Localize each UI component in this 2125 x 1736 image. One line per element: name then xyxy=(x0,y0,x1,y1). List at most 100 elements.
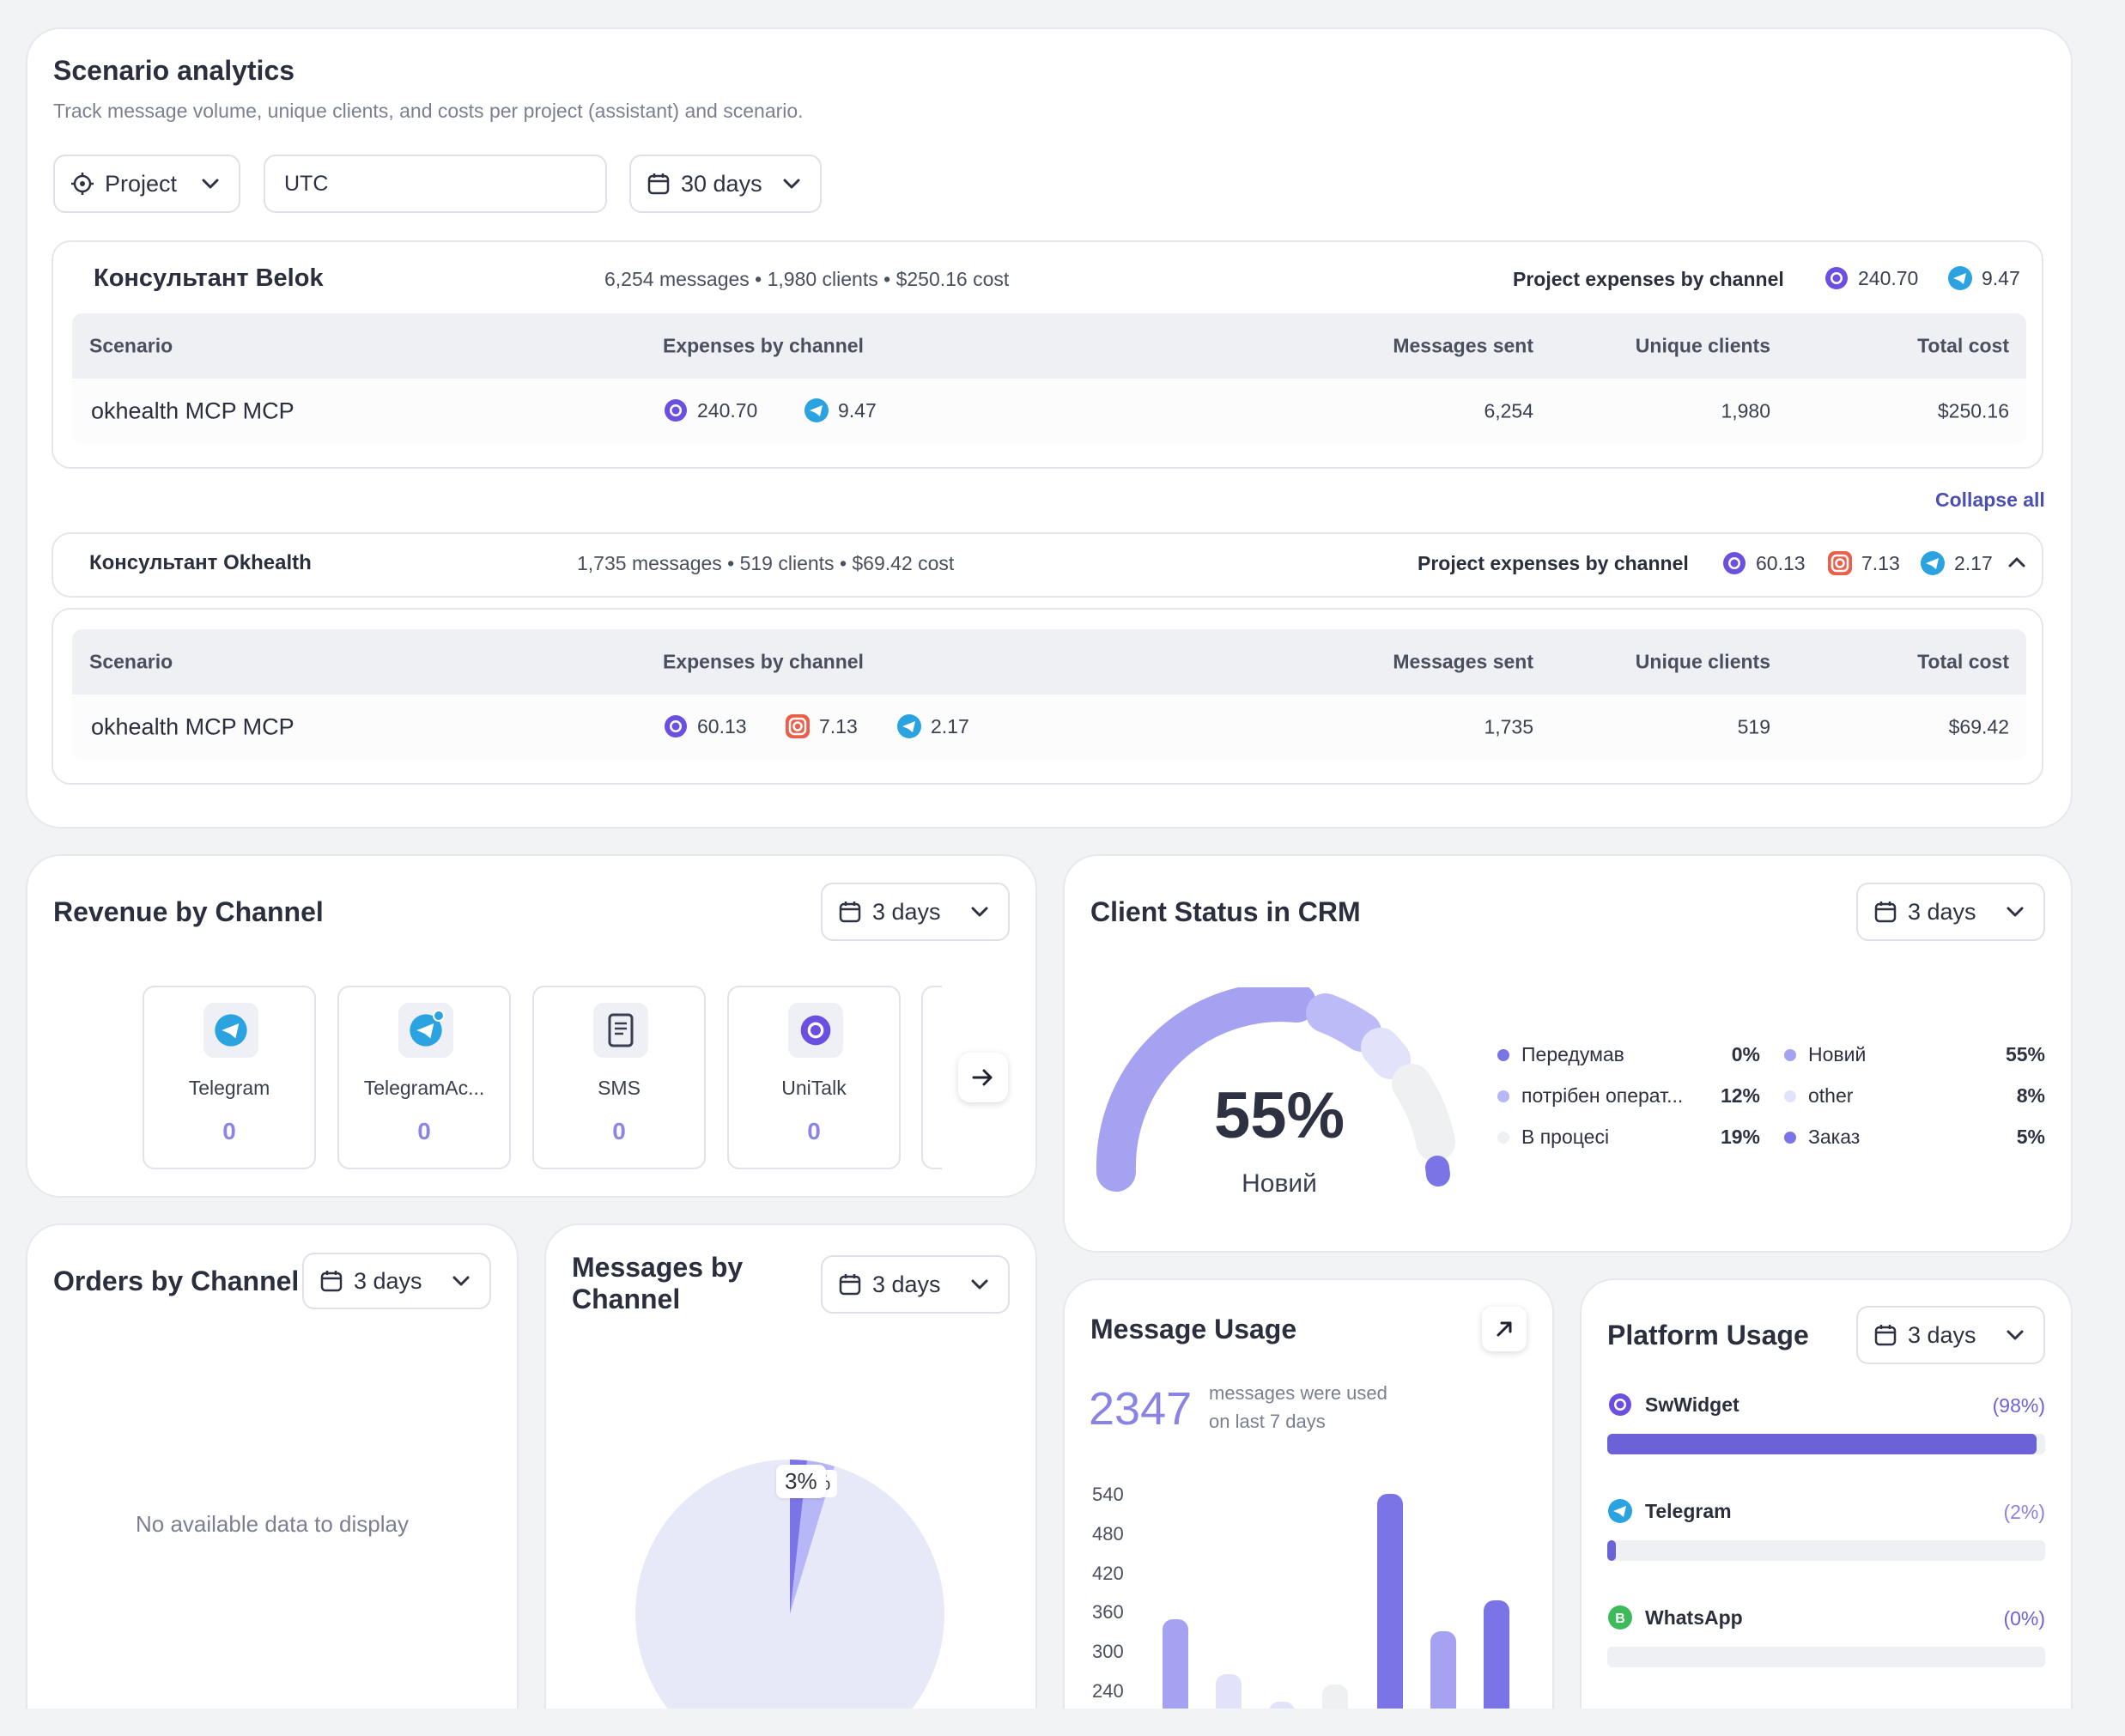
legend-item: Передумав xyxy=(1497,1043,1624,1066)
unitalk-icon xyxy=(663,713,689,739)
timezone-input[interactable]: UTC xyxy=(264,155,607,213)
chevron-down-icon xyxy=(970,1278,989,1290)
platform-period-select[interactable]: 3 days xyxy=(1856,1306,2045,1364)
column-clients[interactable]: Unique clients xyxy=(1635,334,1770,357)
message-usage-title: Message Usage xyxy=(1090,1314,1297,1344)
scenario-analytics-title: Scenario analytics xyxy=(53,55,295,86)
telegram-icon xyxy=(203,1003,258,1058)
chevron-up-icon[interactable] xyxy=(2007,556,2026,568)
expense-chip-instagram: 7.13 xyxy=(1827,550,1900,576)
chevron-down-icon xyxy=(452,1275,471,1287)
column-messages[interactable]: Messages sent xyxy=(1393,650,1533,673)
telegram-icon xyxy=(1920,550,1946,576)
period-select[interactable]: 30 days xyxy=(629,155,822,213)
project-header-okhealth[interactable] xyxy=(52,532,2043,598)
column-expenses[interactable]: Expenses by channel xyxy=(663,650,864,673)
messages-title-line2: Channel xyxy=(572,1284,681,1314)
chevron-down-icon xyxy=(2006,906,2025,918)
y-tick: 540 xyxy=(1092,1484,1124,1505)
channel-tile-label: SMS xyxy=(598,1077,641,1099)
message-usage-caption-1: messages were used xyxy=(1209,1382,1387,1404)
expense-chip-telegram: 2.17 xyxy=(1920,550,1993,576)
sms-icon xyxy=(593,1003,648,1058)
project-meta: 1,735 messages • 519 clients • $69.42 co… xyxy=(577,552,955,574)
unitalk-icon xyxy=(1824,265,1849,291)
platform-item-whatsapp: WhatsApp xyxy=(1607,1605,1743,1630)
table-header: Scenario Expenses by channel Messages se… xyxy=(72,313,2026,379)
gauge-segment-in-process xyxy=(1392,1064,1455,1162)
chevron-down-icon xyxy=(201,178,220,190)
arrow-up-right-icon xyxy=(1497,1321,1512,1337)
channel-tile-value: 0 xyxy=(807,1118,821,1144)
column-messages[interactable]: Messages sent xyxy=(1393,334,1533,357)
page-bottom-edge xyxy=(0,1709,2125,1736)
column-clients[interactable]: Unique clients xyxy=(1635,650,1770,673)
messages-period-select[interactable]: 3 days xyxy=(821,1255,1010,1314)
messages-sent: 6,254 xyxy=(1484,399,1533,422)
crm-period-label: 3 days xyxy=(1908,898,1976,925)
orders-period-select[interactable]: 3 days xyxy=(302,1253,491,1309)
unique-clients: 1,980 xyxy=(1721,399,1770,422)
y-tick: 360 xyxy=(1092,1601,1124,1623)
crm-title: Client Status in CRM xyxy=(1090,896,1361,927)
next-button[interactable] xyxy=(958,1053,1008,1102)
usage-bar xyxy=(1216,1674,1242,1710)
platform-item-swwidget: SwWidget xyxy=(1607,1392,1739,1417)
gauge-center-value: 55% xyxy=(1213,1079,1345,1152)
channel-tile-telegram[interactable]: Telegram 0 xyxy=(143,986,316,1169)
project-filter[interactable]: Project xyxy=(53,155,240,213)
message-usage-card xyxy=(1063,1278,1554,1736)
telegram-icon xyxy=(1607,1498,1633,1524)
message-usage-caption-2: on last 7 days xyxy=(1209,1411,1326,1432)
messages-pie-chart xyxy=(635,1460,944,1717)
total-cost: $69.42 xyxy=(1948,715,2009,738)
column-cost[interactable]: Total cost xyxy=(1917,334,2009,357)
platform-bar-track xyxy=(1607,1647,2045,1667)
platform-bar-track xyxy=(1607,1434,2045,1454)
channel-tile-label: TelegramAc... xyxy=(363,1077,485,1099)
legend-value: 0% xyxy=(1731,1043,1760,1065)
telegram-icon xyxy=(1947,265,1973,291)
column-cost[interactable]: Total cost xyxy=(1917,650,2009,673)
pie-slice-b xyxy=(790,1460,835,1614)
calendar-icon xyxy=(1873,900,1897,924)
y-tick: 420 xyxy=(1092,1563,1124,1584)
channel-tile-value: 0 xyxy=(417,1118,431,1144)
channel-tile-unitalk[interactable]: UniTalk 0 xyxy=(727,986,901,1169)
orders-period-label: 3 days xyxy=(354,1267,422,1294)
total-cost: $250.16 xyxy=(1937,399,2009,422)
column-scenario[interactable]: Scenario xyxy=(89,650,173,673)
channel-tile-telegram-account[interactable]: TelegramAc... 0 xyxy=(337,986,511,1169)
channel-tile-label: UniTalk xyxy=(781,1077,847,1099)
row-chip-instagram: 7.13 xyxy=(785,713,858,739)
platform-bar-fill xyxy=(1607,1434,2037,1454)
usage-bar xyxy=(1322,1684,1348,1710)
collapse-all-link[interactable]: Collapse all xyxy=(1935,489,2045,511)
table-row[interactable]: okhealth MCP MCP 60.13 7.13 2.17 1,735 5… xyxy=(72,695,2026,760)
legend-item: Заказ xyxy=(1784,1126,1860,1149)
legend-item: other xyxy=(1784,1084,1853,1108)
crm-period-select[interactable]: 3 days xyxy=(1856,883,2045,941)
table-header: Scenario Expenses by channel Messages se… xyxy=(72,629,2026,695)
channel-tile-label: Telegram xyxy=(188,1077,270,1099)
platform-item-pct: (2%) xyxy=(2003,1501,2045,1523)
gauge-segment-order xyxy=(1425,1156,1450,1187)
channel-tile-sms[interactable]: SMS 0 xyxy=(532,986,706,1169)
open-usage-button[interactable] xyxy=(1482,1307,1527,1351)
unitalk-icon xyxy=(1607,1392,1633,1417)
column-expenses[interactable]: Expenses by channel xyxy=(663,334,864,357)
message-usage-value: 2347 xyxy=(1089,1383,1193,1435)
scenario-analytics-subtitle: Track message volume, unique clients, an… xyxy=(53,100,804,122)
column-scenario[interactable]: Scenario xyxy=(89,334,173,357)
scenario-name: okhealth MCP MCP xyxy=(91,398,294,424)
legend-value: 5% xyxy=(2016,1126,2045,1148)
messages-title-line1: Messages by xyxy=(572,1252,744,1283)
telegram-icon xyxy=(804,398,829,423)
chevron-down-icon xyxy=(782,178,801,190)
channel-tile-value: 0 xyxy=(612,1118,626,1144)
table-row[interactable]: okhealth MCP MCP 240.70 9.47 6,254 1,980… xyxy=(72,379,2026,444)
unitalk-icon xyxy=(1721,550,1747,576)
message-usage-bar-chart xyxy=(1163,1494,1509,1710)
expense-chip-telegram: 9.47 xyxy=(1947,265,2020,291)
revenue-period-select[interactable]: 3 days xyxy=(821,883,1010,941)
